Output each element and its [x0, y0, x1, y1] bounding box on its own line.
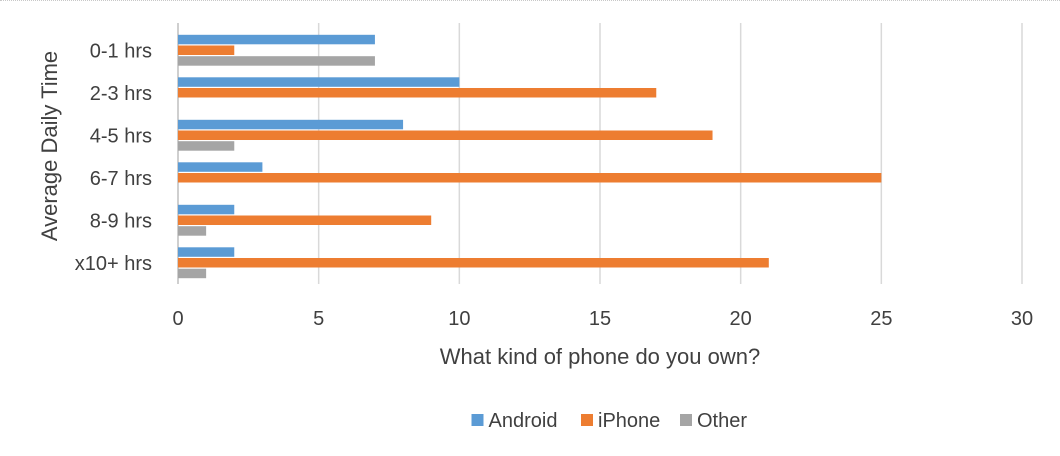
bars	[178, 34, 882, 279]
bar-other-8-9-hrs	[178, 226, 207, 236]
x-tick-label-25: 25	[870, 308, 892, 330]
bar-android-x10-hrs	[178, 247, 235, 257]
legend-swatch-other	[680, 414, 692, 426]
x-tick-label-20: 20	[730, 308, 752, 330]
gridlines	[177, 23, 1023, 284]
y-tick-label-8-9-hrs: 8-9 hrs	[90, 210, 152, 232]
x-tick-label-0: 0	[172, 308, 183, 330]
bar-android-0-1-hrs	[178, 34, 375, 45]
bar-android-2-3-hrs	[178, 77, 460, 87]
bar-iphone-6-7-hrs	[178, 173, 882, 183]
legend-swatch-iphone	[581, 414, 593, 426]
x-tick-label-30: 30	[1011, 308, 1033, 330]
y-tick-label-x10-hrs: x10+ hrs	[75, 253, 152, 275]
legend-swatch-android	[471, 414, 484, 426]
x-tick-label-15: 15	[589, 308, 611, 330]
bar-iphone-4-5-hrs	[178, 130, 713, 140]
bar-iphone-8-9-hrs	[178, 215, 432, 225]
x-axis-ticks: 0 5 10 15 20 25 30	[172, 308, 1033, 330]
y-tick-label-4-5-hrs: 4-5 hrs	[90, 125, 152, 147]
bar-other-4-5-hrs	[178, 141, 235, 151]
legend: Android iPhone Other	[471, 410, 747, 432]
legend-label-iphone: iPhone	[598, 410, 660, 432]
legend-label-other: Other	[697, 410, 747, 432]
legend-label-android: Android	[489, 410, 558, 432]
y-tick-label-2-3-hrs: 2-3 hrs	[90, 83, 152, 105]
bar-iphone-0-1-hrs	[178, 45, 235, 55]
bar-iphone-2-3-hrs	[178, 88, 657, 98]
bar-other-x10-hrs	[178, 268, 207, 279]
y-tick-label-0-1-hrs: 0-1 hrs	[90, 40, 152, 62]
x-tick-label-5: 5	[313, 308, 324, 330]
x-axis-title: What kind of phone do you own?	[440, 344, 760, 369]
y-tick-label-6-7-hrs: 6-7 hrs	[90, 168, 152, 190]
bar-android-6-7-hrs	[178, 162, 263, 172]
y-axis-title: Average Daily Time	[37, 51, 62, 241]
x-tick-label-10: 10	[448, 308, 470, 330]
bar-android-4-5-hrs	[178, 119, 404, 130]
bar-other-0-1-hrs	[178, 56, 375, 66]
y-axis-ticks: 0-1 hrs 2-3 hrs 4-5 hrs 6-7 hrs 8-9 hrs x10+ …	[75, 40, 152, 275]
bar-iphone-x10-hrs	[178, 258, 769, 268]
bar-android-8-9-hrs	[178, 204, 235, 215]
